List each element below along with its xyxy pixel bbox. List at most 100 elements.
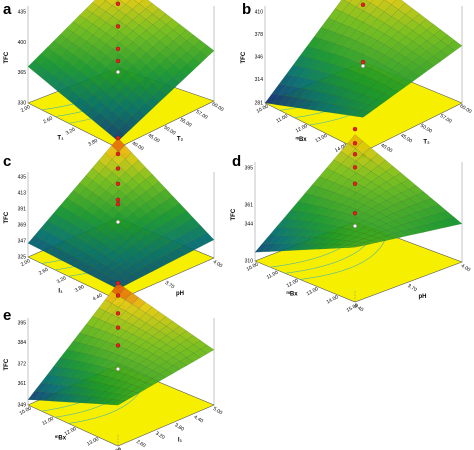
surface-cell bbox=[104, 0, 107, 1]
panel-letter: e bbox=[3, 307, 11, 324]
y-tick-label: 45.00 bbox=[399, 133, 413, 145]
z-tick-label: 314 bbox=[255, 77, 264, 83]
design-point bbox=[352, 181, 358, 186]
x-tick-label: 10.00 bbox=[256, 103, 270, 114]
design-point bbox=[115, 197, 121, 203]
x-tick-label: 12.00 bbox=[64, 426, 78, 437]
x-tick-label: 3.20 bbox=[56, 275, 68, 285]
design-point-base bbox=[115, 366, 121, 372]
panel-d: d 395 361 344 310 TFC 10.00 11.00 12.00 13.00 14.0… bbox=[231, 126, 472, 314]
x-tick-label: 3.80 bbox=[87, 138, 99, 148]
z-tick-label: 391 bbox=[18, 206, 27, 212]
z-tick-label: 369 bbox=[18, 222, 27, 228]
z-tick-label: 325 bbox=[18, 255, 27, 261]
x-tick-label: 14.00 bbox=[109, 446, 123, 450]
z-tick-label: 310 bbox=[245, 259, 254, 265]
x-tick-label: 4.40 bbox=[92, 292, 104, 302]
y-tick-label: 45.00 bbox=[147, 133, 161, 145]
z-tick-label: 372 bbox=[18, 362, 27, 368]
y-tick-label: 2.60 bbox=[135, 439, 147, 449]
x-axis-label: ᵐBx bbox=[55, 435, 67, 441]
design-point-base bbox=[115, 69, 121, 75]
z-tick-label: 330 bbox=[18, 101, 27, 107]
surface-cell bbox=[27, 391, 42, 401]
design-point bbox=[115, 311, 121, 316]
y-tick-label: 4.00 bbox=[460, 263, 472, 273]
design-point-base bbox=[115, 219, 121, 225]
design-point bbox=[352, 211, 358, 216]
z-tick-label: 410 bbox=[255, 9, 264, 15]
y-axis-label: pH bbox=[419, 294, 427, 300]
panel-letter: a bbox=[3, 1, 12, 18]
x-tick-label: 3.20 bbox=[65, 127, 77, 137]
z-tick-label: 281 bbox=[255, 101, 264, 107]
z-axis-label: TFC bbox=[4, 51, 10, 63]
z-axis-label: TFC bbox=[4, 211, 10, 223]
design-point bbox=[115, 201, 121, 207]
x-tick-label: 14.00 bbox=[334, 143, 348, 154]
design-point bbox=[115, 135, 121, 141]
x-tick-label: 15.00 bbox=[346, 302, 360, 313]
design-point-base bbox=[360, 63, 366, 69]
design-point bbox=[352, 141, 358, 146]
z-tick-label: 346 bbox=[255, 55, 264, 61]
y-tick-label: 5.00 bbox=[212, 406, 224, 416]
z-tick-label: 400 bbox=[18, 40, 27, 46]
x-tick-label: 11.00 bbox=[41, 416, 55, 427]
x-tick-label: 2.60 bbox=[42, 115, 54, 125]
z-tick-label: 435 bbox=[18, 9, 27, 15]
design-point bbox=[115, 293, 121, 298]
panel-letter: c bbox=[3, 153, 11, 170]
y-tick-label: 4.40 bbox=[193, 414, 205, 424]
x-tick-label: 12.00 bbox=[286, 278, 300, 289]
z-tick-label: 378 bbox=[255, 32, 264, 38]
z-axis-label: TFC bbox=[231, 208, 237, 220]
design-point bbox=[115, 166, 121, 171]
y-tick-label: 50.00 bbox=[163, 125, 177, 137]
y-tick-label: 40.00 bbox=[379, 142, 393, 154]
y-tick-label: 40.00 bbox=[131, 140, 145, 152]
x-axis-label: T₁ bbox=[57, 135, 64, 141]
x-axis-label: ᵐBx bbox=[286, 291, 298, 297]
x-tick-label: 11.00 bbox=[266, 270, 280, 281]
x-tick-label: 13.00 bbox=[314, 133, 328, 144]
z-tick-label: 384 bbox=[18, 340, 27, 346]
design-point bbox=[115, 24, 121, 29]
surface-cell bbox=[27, 235, 42, 247]
x-tick-label: 10.00 bbox=[19, 405, 33, 416]
y-tick-label: 55.00 bbox=[179, 117, 193, 129]
x-tick-label: 14.00 bbox=[326, 294, 340, 305]
design-point bbox=[115, 280, 121, 286]
y-axis-label: T₂ bbox=[423, 140, 430, 146]
y-tick-label: 60.00 bbox=[211, 101, 225, 113]
z-tick-label: 413 bbox=[18, 190, 27, 196]
panel-letter: d bbox=[232, 153, 241, 170]
panel-a: a435400365330TFC2.002.603.203.804.40T₁35… bbox=[3, 0, 225, 160]
x-tick-label: 12.00 bbox=[295, 123, 309, 134]
x-tick-label: 10.00 bbox=[246, 261, 260, 272]
x-tick-label: 3.80 bbox=[74, 284, 86, 294]
y-tick-label: 57.00 bbox=[195, 109, 209, 121]
y-tick-label: 3.20 bbox=[154, 431, 166, 441]
z-tick-label: 365 bbox=[18, 70, 27, 76]
z-tick-label: 395 bbox=[18, 321, 27, 327]
surface-cell bbox=[27, 60, 42, 73]
panel-letter: b bbox=[242, 1, 251, 18]
z-tick-label: 349 bbox=[18, 403, 27, 409]
design-point bbox=[115, 58, 121, 64]
design-point bbox=[360, 59, 366, 65]
base-contour bbox=[299, 233, 388, 280]
y-tick-label: 57.00 bbox=[439, 113, 453, 125]
x-tick-label: 2.00 bbox=[20, 258, 32, 268]
y-axis-label: T₂ bbox=[177, 137, 184, 143]
design-point bbox=[352, 126, 358, 132]
y-axis-label: pH bbox=[176, 291, 184, 297]
z-axis-label: TFC bbox=[241, 51, 247, 63]
z-tick-label: 435 bbox=[18, 174, 27, 180]
y-tick-label: 3.70 bbox=[164, 280, 176, 290]
y-tick-label: 50.00 bbox=[419, 123, 433, 135]
x-tick-label: 2.00 bbox=[20, 104, 32, 114]
panel-c: c 435 413 391 369 347 325 TFC 2.00 2.60 3.20 3.80 4.… bbox=[3, 135, 223, 311]
z-tick-label: 347 bbox=[18, 238, 27, 244]
